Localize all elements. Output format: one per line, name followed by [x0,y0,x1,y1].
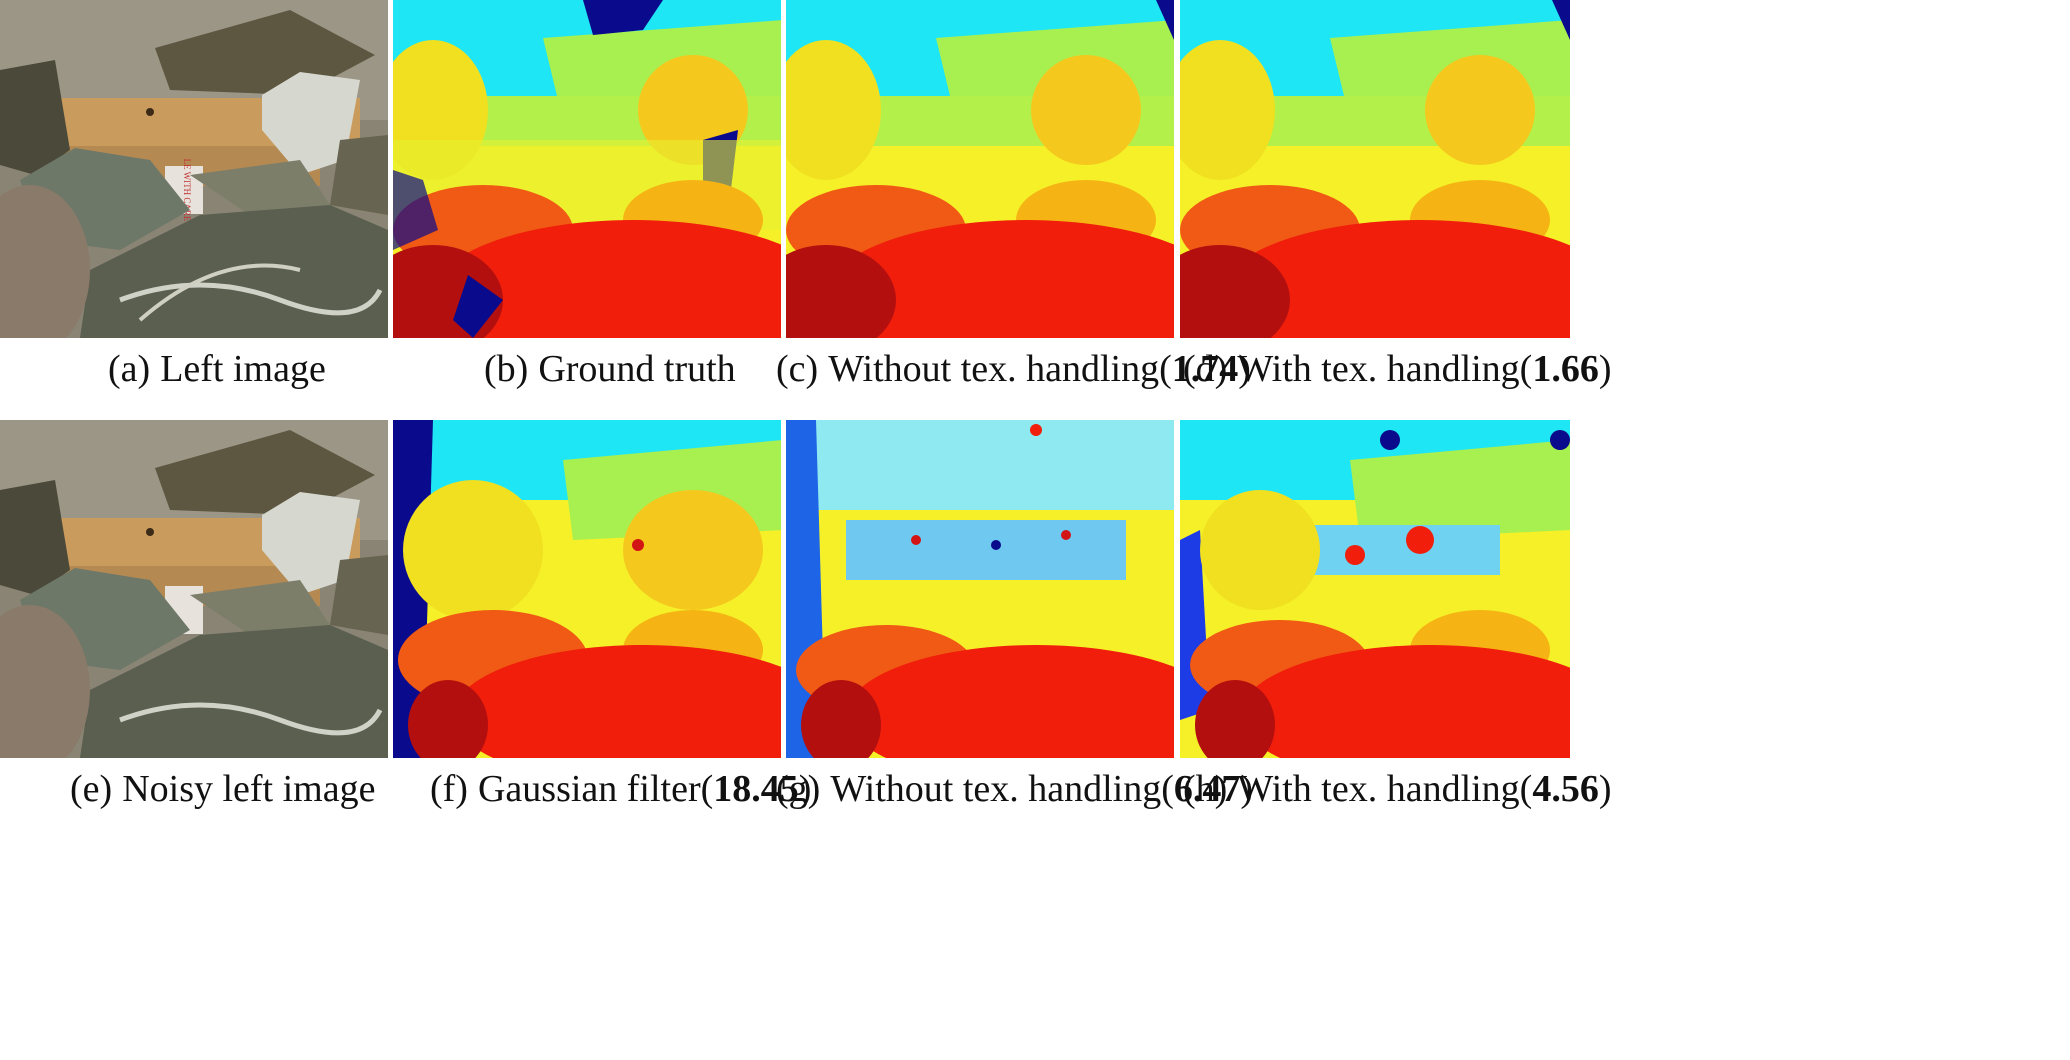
disparity-map-f [393,420,781,758]
panel-a-left-image: LE WITH CARE [0,0,388,338]
caption-h: (h) With tex. handling(4.56) [1183,768,1612,810]
score-c: 1.74 [1171,348,1239,390]
disparity-map-d [1180,0,1570,338]
rock-scene-image: LE WITH CARE [0,0,388,338]
disparity-map-h [1180,420,1570,758]
caption-b: (b) Ground truth [484,348,736,390]
panel-b-ground-truth [393,0,781,338]
panel-g-without-tex-noisy [786,420,1174,758]
score-g: 6.47 [1173,768,1241,810]
caption-e: (e) Noisy left image [70,768,376,810]
score-h: 4.56 [1532,768,1599,810]
caption-g: (g) Without tex. handling(6.47) [776,768,1254,810]
noisy-rock-scene-image [0,420,388,758]
score-d: 1.66 [1532,348,1599,390]
caption-d: (d) With tex. handling(1.66) [1183,348,1612,390]
panel-c-without-tex [786,0,1174,338]
disparity-map-ground-truth [393,0,781,338]
score-f: 18.45 [713,768,799,810]
panel-h-with-tex-noisy [1180,420,1570,758]
box-label: LE WITH CARE [182,159,192,222]
panel-d-with-tex [1180,0,1570,338]
caption-c: (c) Without tex. handling(1.74) [776,348,1251,390]
caption-a: (a) Left image [108,348,326,390]
disparity-map-c [786,0,1174,338]
panel-e-noisy-left-image [0,420,388,758]
disparity-map-g [786,420,1174,758]
caption-f: (f) Gaussian filter(18.45) [430,768,812,810]
panel-f-gaussian [393,420,781,758]
